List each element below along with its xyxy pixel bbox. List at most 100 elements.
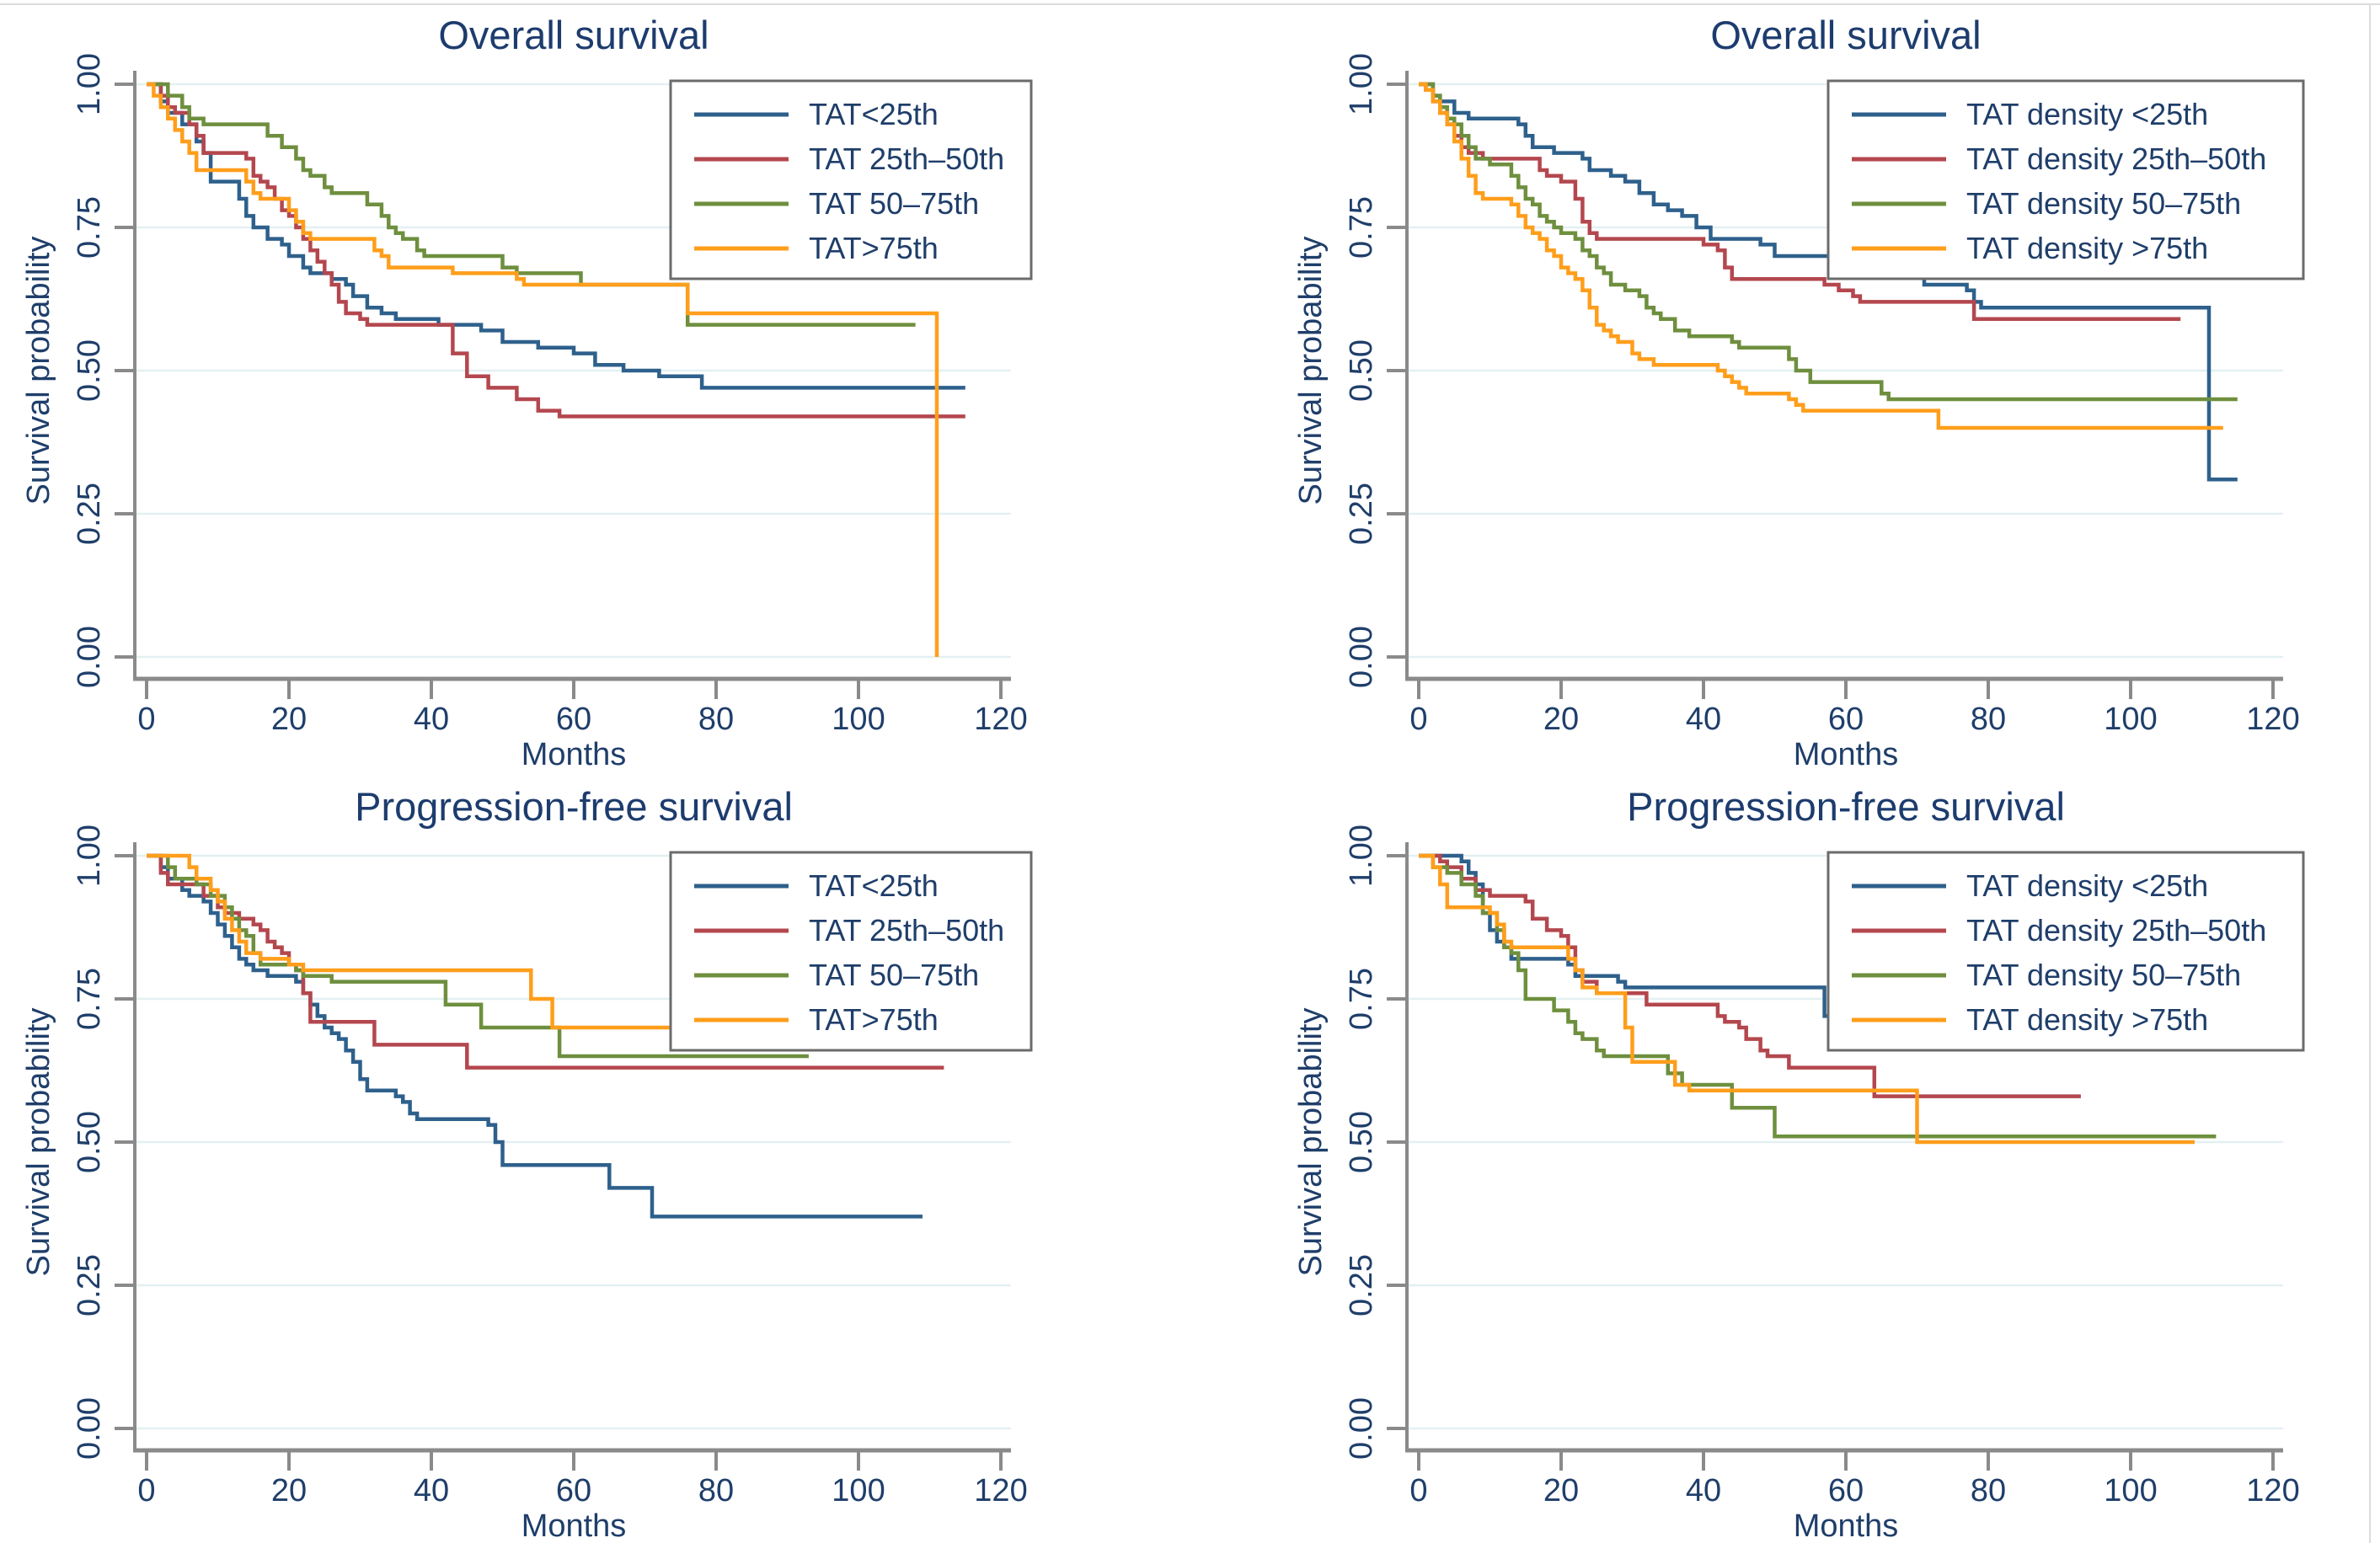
y-tick-label: 1.00 bbox=[72, 825, 107, 887]
km-chart-overall-survival-by-tat-density: 0 20 40 60 80 100 120 0.00 0.25 0.50 0.75 1.00 Month… bbox=[1293, 13, 2305, 772]
legend: TAT density <25th TAT density 25th–50th TA… bbox=[1826, 79, 2305, 280]
y-axis-title: Survival probability bbox=[21, 237, 56, 505]
y-tick-label: 0.25 bbox=[72, 1254, 107, 1316]
x-tick-label: 20 bbox=[271, 1473, 307, 1508]
figure-border-top bbox=[0, 3, 2380, 5]
y-tick-label: 0.50 bbox=[1344, 339, 1379, 402]
x-tick-label: 40 bbox=[1686, 1473, 1721, 1508]
legend-label: TAT 25th–50th bbox=[809, 141, 1004, 176]
km-curve-blue bbox=[147, 853, 923, 1219]
legend-label: TAT<25th bbox=[809, 97, 939, 131]
legend-label: TAT density 25th–50th bbox=[1966, 913, 2266, 948]
legend-label: TAT density 25th–50th bbox=[1966, 141, 2266, 176]
x-tick-label: 0 bbox=[1409, 702, 1427, 737]
x-tick-label: 40 bbox=[1686, 702, 1721, 737]
km-curve-orange bbox=[1419, 82, 2223, 430]
x-tick-label: 100 bbox=[832, 702, 885, 737]
km-curve-orange bbox=[147, 82, 939, 657]
legend-label: TAT density <25th bbox=[1966, 868, 2208, 903]
legend-label: TAT>75th bbox=[809, 231, 939, 265]
x-tick-label: 120 bbox=[2246, 702, 2299, 737]
panel-title: Overall survival bbox=[438, 13, 709, 57]
y-axis-title: Survival probability bbox=[21, 1008, 56, 1277]
x-tick-label: 100 bbox=[2104, 1473, 2157, 1508]
y-axis-title: Survival probability bbox=[1293, 237, 1329, 505]
km-curve-blue bbox=[1419, 853, 2145, 1047]
panel-title: Progression-free survival bbox=[355, 784, 793, 829]
x-tick-label: 60 bbox=[556, 1473, 591, 1508]
figure-border-right bbox=[2369, 3, 2371, 1543]
legend: TAT<25th TAT 25th–50th TAT 50–75th TAT>75th bbox=[669, 79, 1033, 280]
y-tick-label: 0.25 bbox=[1344, 483, 1379, 545]
x-tick-label: 40 bbox=[414, 702, 449, 737]
panel-overall-survival-tat: 0 20 40 60 80 100 120 0.00 0.25 0.50 0.75 1.00 Month… bbox=[7, 0, 1102, 772]
legend: TAT<25th TAT 25th–50th TAT 50–75th TAT>75th bbox=[669, 851, 1033, 1052]
y-tick-label: 0.00 bbox=[72, 626, 107, 688]
x-tick-label: 0 bbox=[137, 1473, 155, 1508]
km-chart-progression-free-survival-by-tat: 0 20 40 60 80 100 120 0.00 0.25 0.50 0.75 1.00 Month… bbox=[21, 784, 1033, 1543]
legend-label: TAT density >75th bbox=[1966, 231, 2208, 265]
x-tick-label: 120 bbox=[974, 702, 1027, 737]
y-tick-label: 0.50 bbox=[72, 339, 107, 402]
x-axis-title: Months bbox=[521, 1508, 627, 1543]
y-tick-label: 0.50 bbox=[72, 1111, 107, 1173]
legend-label: TAT density <25th bbox=[1966, 97, 2208, 131]
panel-overall-survival-tat-density: 0 20 40 60 80 100 120 0.00 0.25 0.50 0.75 1.00 Month… bbox=[1279, 0, 2374, 772]
x-tick-label: 60 bbox=[1828, 702, 1864, 737]
y-tick-label: 0.00 bbox=[72, 1397, 107, 1460]
x-tick-label: 80 bbox=[1971, 702, 2006, 737]
km-curve-blue bbox=[1419, 82, 2238, 482]
y-tick-label: 0.00 bbox=[1344, 1397, 1379, 1460]
legend-label: TAT density >75th bbox=[1966, 1002, 2208, 1037]
y-tick-label: 1.00 bbox=[1344, 825, 1379, 887]
km-curve-red bbox=[147, 853, 944, 1070]
panel-progression-free-survival-tat-density: 0 20 40 60 80 100 120 0.00 0.25 0.50 0.75 1.00 Month… bbox=[1279, 772, 2374, 1543]
x-tick-label: 80 bbox=[1971, 1473, 2006, 1508]
y-tick-label: 1.00 bbox=[1344, 53, 1379, 115]
x-tick-label: 0 bbox=[137, 702, 155, 737]
panel-title: Overall survival bbox=[1710, 13, 1981, 57]
legend-label: TAT 50–75th bbox=[809, 958, 979, 992]
y-tick-label: 0.75 bbox=[72, 196, 107, 259]
y-tick-label: 0.75 bbox=[72, 968, 107, 1030]
legend-label: TAT<25th bbox=[809, 868, 939, 903]
legend-label: TAT 25th–50th bbox=[809, 913, 1004, 948]
km-curve-green bbox=[1419, 82, 2238, 402]
y-tick-label: 0.25 bbox=[1344, 1254, 1379, 1316]
y-tick-label: 0.00 bbox=[1344, 626, 1379, 688]
x-tick-label: 60 bbox=[556, 702, 591, 737]
x-tick-label: 120 bbox=[2246, 1473, 2299, 1508]
km-chart-progression-free-survival-by-tat-density: 0 20 40 60 80 100 120 0.00 0.25 0.50 0.75 1.00 Month… bbox=[1293, 784, 2305, 1543]
x-tick-label: 80 bbox=[698, 702, 734, 737]
x-tick-label: 100 bbox=[2104, 702, 2157, 737]
y-tick-label: 0.25 bbox=[72, 483, 107, 545]
x-tick-label: 60 bbox=[1828, 1473, 1864, 1508]
km-chart-overall-survival-by-tat: 0 20 40 60 80 100 120 0.00 0.25 0.50 0.75 1.00 Month… bbox=[21, 13, 1033, 772]
km-curve-green bbox=[147, 82, 916, 327]
x-tick-label: 80 bbox=[698, 1473, 734, 1508]
legend-label: TAT density 50–75th bbox=[1966, 186, 2241, 221]
km-curve-orange bbox=[1419, 853, 2195, 1145]
legend: TAT density <25th TAT density 25th–50th TA… bbox=[1826, 851, 2305, 1052]
y-tick-label: 1.00 bbox=[72, 53, 107, 115]
x-axis-title: Months bbox=[1794, 1508, 1899, 1543]
x-axis-title: Months bbox=[1794, 737, 1899, 772]
km-curve-green bbox=[1419, 853, 2217, 1139]
legend-label: TAT 50–75th bbox=[809, 186, 979, 221]
y-tick-label: 0.75 bbox=[1344, 196, 1379, 259]
x-tick-label: 20 bbox=[1543, 702, 1579, 737]
y-axis-title: Survival probability bbox=[1293, 1008, 1329, 1277]
y-tick-label: 0.50 bbox=[1344, 1111, 1379, 1173]
panel-progression-free-survival-tat: 0 20 40 60 80 100 120 0.00 0.25 0.50 0.75 1.00 Month… bbox=[7, 772, 1102, 1543]
km-curve-orange bbox=[147, 853, 858, 1030]
x-tick-label: 120 bbox=[974, 1473, 1027, 1508]
x-tick-label: 20 bbox=[1543, 1473, 1579, 1508]
legend-label: TAT density 50–75th bbox=[1966, 958, 2241, 992]
panel-title: Progression-free survival bbox=[1627, 784, 2065, 829]
x-tick-label: 40 bbox=[414, 1473, 449, 1508]
x-tick-label: 0 bbox=[1409, 1473, 1427, 1508]
legend-label: TAT>75th bbox=[809, 1002, 939, 1037]
x-axis-title: Months bbox=[521, 737, 627, 772]
x-tick-label: 100 bbox=[832, 1473, 885, 1508]
